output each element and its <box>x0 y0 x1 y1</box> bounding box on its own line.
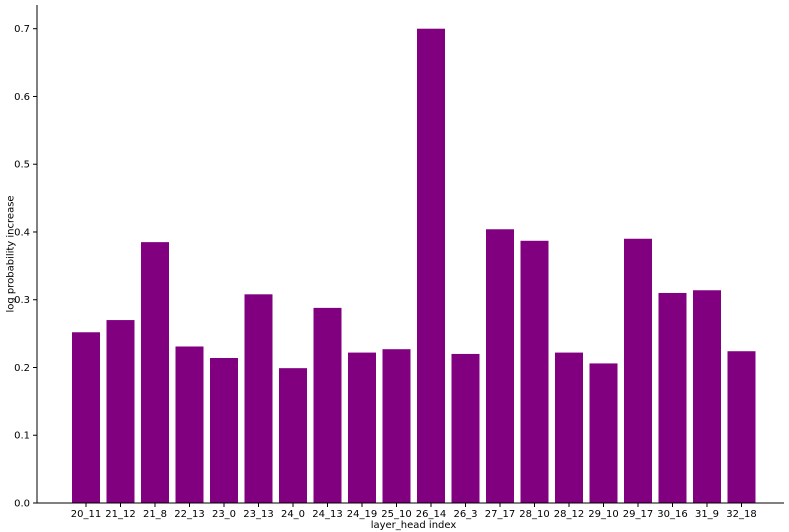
x-tick-label: 21_12 <box>105 509 135 520</box>
y-tick-label: 0.1 <box>14 431 30 442</box>
bar-28_10 <box>520 240 549 504</box>
y-tick-label: 0.4 <box>14 227 30 238</box>
x-tick-label: 26_14 <box>416 509 446 520</box>
y-tick-label: 0.0 <box>14 499 30 510</box>
bar-23_13 <box>244 294 273 503</box>
x-tick-label: 22_13 <box>174 509 204 520</box>
x-tick-label: 26_3 <box>453 509 477 520</box>
x-tick-label: 24_13 <box>312 509 342 520</box>
y-tick-label: 0.6 <box>14 92 30 103</box>
y-tick-label: 0.7 <box>14 24 30 35</box>
bar-32_18 <box>727 351 756 503</box>
x-tick-label: 24_0 <box>281 509 305 520</box>
bar-26_3 <box>451 353 480 503</box>
x-tick-label: 29_10 <box>588 509 618 520</box>
bar-22_13 <box>175 346 204 503</box>
bar-24_13 <box>313 307 342 503</box>
x-tick-label: 28_12 <box>554 509 584 520</box>
x-tick-label: 24_19 <box>347 509 377 520</box>
x-tick-label: 27_17 <box>485 509 515 520</box>
bar-24_0 <box>279 368 307 503</box>
x-tick-label: 25_10 <box>381 509 411 520</box>
y-axis-ticks: 0.0 0.1 0.2 0.3 0.4 0.5 0.6 0.7 <box>14 24 37 510</box>
bar-27_17 <box>486 229 514 503</box>
x-tick-label: 31_9 <box>695 509 719 520</box>
bar-21_12 <box>106 320 135 503</box>
bar-21_8 <box>141 242 169 503</box>
y-tick-label: 0.3 <box>14 295 30 306</box>
x-tick-label: 23_0 <box>212 509 236 520</box>
x-axis-ticks: 20_11 21_12 21_8 22_13 23_0 23_13 24_0 24_13 24_… <box>71 503 757 520</box>
bar-23_0 <box>210 358 238 503</box>
y-axis-label: log probability increase <box>6 195 17 312</box>
bars-group <box>72 28 756 504</box>
bar-29_17 <box>624 238 652 503</box>
x-tick-label: 32_18 <box>726 509 756 520</box>
x-tick-label: 28_10 <box>519 509 549 520</box>
bar-24_19 <box>348 352 376 503</box>
bar-28_12 <box>555 352 583 503</box>
axes-frame <box>36 5 784 504</box>
bar-26_14 <box>417 28 445 504</box>
y-tick-label: 0.2 <box>14 363 30 374</box>
bar-31_9 <box>693 290 721 503</box>
bar-25_10 <box>382 349 411 503</box>
y-tick-label: 0.5 <box>14 160 30 171</box>
x-axis-label: layer_head index <box>371 520 457 531</box>
bar-30_16 <box>658 292 687 503</box>
x-tick-label: 30_16 <box>657 509 687 520</box>
x-tick-label: 20_11 <box>71 509 101 520</box>
x-tick-label: 23_13 <box>243 509 273 520</box>
x-tick-label: 29_17 <box>623 509 653 520</box>
bar-29_10 <box>589 363 618 503</box>
x-tick-label: 21_8 <box>143 509 167 520</box>
bar-20_11 <box>72 332 100 503</box>
